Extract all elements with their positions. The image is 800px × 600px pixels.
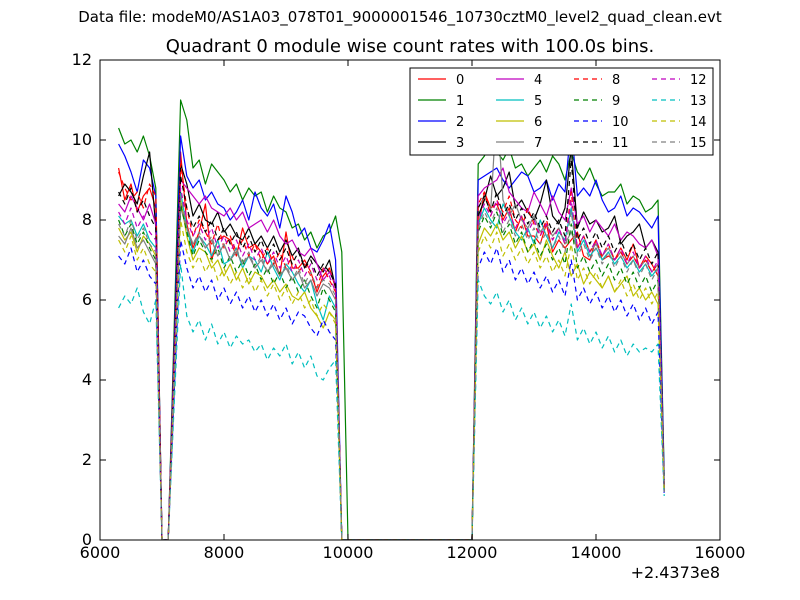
x-tick-label: 14000 — [571, 543, 622, 562]
y-tick-label: 2 — [82, 450, 92, 469]
legend-label-9: 9 — [612, 94, 620, 109]
legend-label-5: 5 — [534, 94, 542, 109]
series-line-10 — [118, 239, 665, 540]
legend-label-13: 13 — [690, 94, 707, 109]
legend-label-4: 4 — [534, 73, 542, 88]
legend-label-1: 1 — [456, 94, 464, 109]
legend-label-0: 0 — [456, 73, 464, 88]
legend-label-11: 11 — [612, 136, 629, 151]
series-line-1 — [118, 99, 665, 540]
y-tick-label: 10 — [72, 130, 92, 149]
legend-label-15: 15 — [690, 136, 707, 151]
chart-title: Quadrant 0 module wise count rates with … — [165, 36, 655, 57]
x-tick-label: 10000 — [323, 543, 374, 562]
legend-label-10: 10 — [612, 115, 629, 130]
legend-label-14: 14 — [690, 115, 707, 130]
series-line-13 — [118, 263, 665, 540]
x-tick-label: 8000 — [204, 543, 245, 562]
y-tick-label: 0 — [82, 530, 92, 549]
legend-label-2: 2 — [456, 115, 464, 130]
series-line-4 — [118, 167, 665, 540]
series-line-7 — [118, 103, 665, 540]
x-tick-label: 16000 — [695, 543, 746, 562]
x-tick-label: 6000 — [80, 543, 121, 562]
series-line-11 — [118, 159, 665, 540]
y-tick-label: 8 — [82, 210, 92, 229]
legend-label-3: 3 — [456, 136, 464, 151]
series-line-5 — [118, 191, 665, 540]
series-line-3 — [118, 147, 665, 540]
legend-label-12: 12 — [690, 73, 707, 88]
series-line-8 — [118, 163, 665, 540]
series-group — [118, 99, 665, 540]
legend-box — [409, 67, 714, 156]
y-tick-label: 4 — [82, 370, 92, 389]
series-line-14 — [118, 219, 665, 540]
series-line-2 — [118, 123, 665, 540]
legend-label-8: 8 — [612, 73, 620, 88]
y-tick-label: 12 — [72, 50, 92, 69]
legend-label-6: 6 — [534, 115, 542, 130]
figure-suptitle: Data file: modeM0/AS1A03_078T01_90000015… — [78, 8, 722, 26]
legend-label-7: 7 — [534, 136, 542, 151]
x-offset-label: +2.4373e8 — [631, 563, 720, 582]
x-tick-label: 12000 — [447, 543, 498, 562]
series-line-15 — [118, 195, 665, 540]
series-line-9 — [118, 203, 665, 540]
series-line-0 — [118, 151, 665, 540]
series-line-12 — [118, 187, 665, 540]
y-tick-label: 6 — [82, 290, 92, 309]
